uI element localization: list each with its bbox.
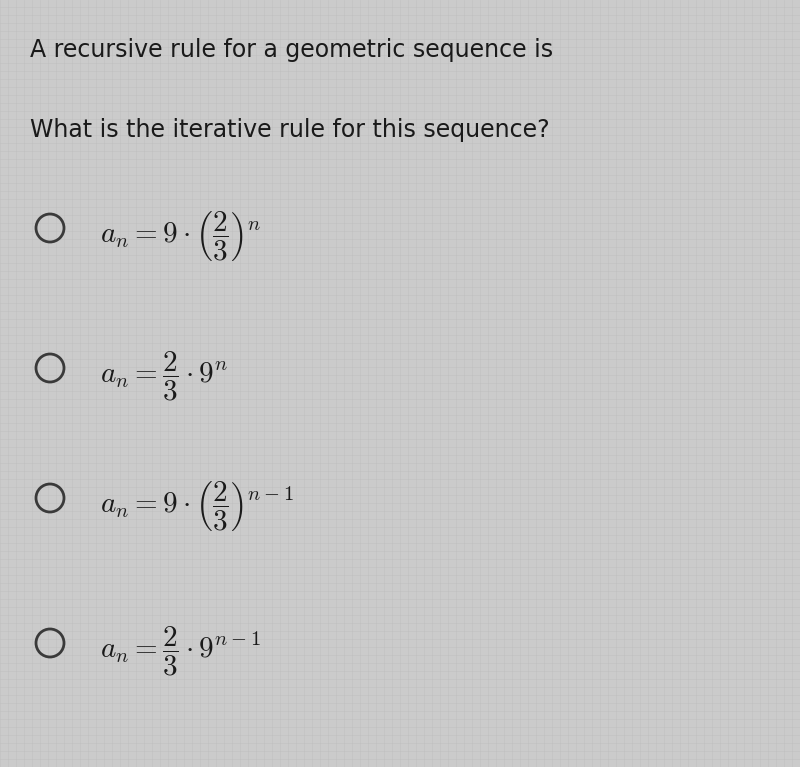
Text: $a_n = \dfrac{2}{3} \cdot 9^{n}$: $a_n = \dfrac{2}{3} \cdot 9^{n}$: [100, 350, 229, 403]
Text: $a_n = 9 \cdot \left(\dfrac{2}{3}\right)^{n-1}$: $a_n = 9 \cdot \left(\dfrac{2}{3}\right)…: [100, 480, 294, 534]
Text: $a_n = 9 \cdot \left(\dfrac{2}{3}\right)^{n}$: $a_n = 9 \cdot \left(\dfrac{2}{3}\right)…: [100, 210, 262, 264]
Text: $a_n = \dfrac{2}{3} \cdot 9^{n-1}$: $a_n = \dfrac{2}{3} \cdot 9^{n-1}$: [100, 625, 261, 678]
Text: What is the iterative rule for this sequence?: What is the iterative rule for this sequ…: [30, 118, 550, 142]
Text: A recursive rule for a geometric sequence is: A recursive rule for a geometric sequenc…: [30, 38, 561, 62]
